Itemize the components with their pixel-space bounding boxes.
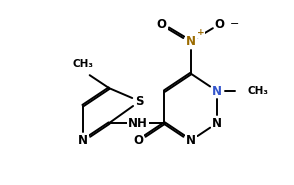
Text: −: − bbox=[230, 19, 239, 29]
Text: N: N bbox=[212, 85, 222, 97]
Text: O: O bbox=[215, 18, 225, 31]
Text: O: O bbox=[133, 134, 143, 147]
Text: CH₃: CH₃ bbox=[248, 86, 268, 96]
Text: N: N bbox=[186, 35, 196, 48]
Text: N: N bbox=[186, 134, 196, 147]
Text: N: N bbox=[212, 117, 222, 130]
Text: O: O bbox=[157, 18, 167, 31]
Text: NH: NH bbox=[128, 117, 148, 130]
Text: N: N bbox=[78, 134, 88, 147]
Text: +: + bbox=[197, 28, 205, 37]
Text: CH₃: CH₃ bbox=[72, 59, 93, 69]
Text: S: S bbox=[136, 95, 144, 108]
